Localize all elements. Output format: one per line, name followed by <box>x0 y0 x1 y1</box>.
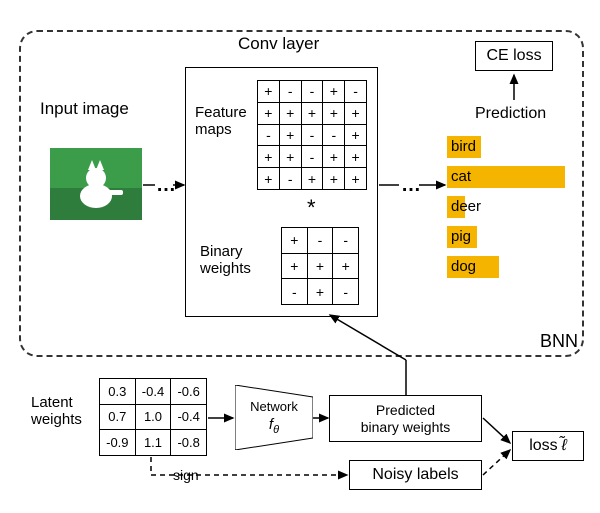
arrows-layer <box>0 0 600 513</box>
diagram-stage: { "labels": { "conv_layer": "Conv layer"… <box>0 0 600 513</box>
